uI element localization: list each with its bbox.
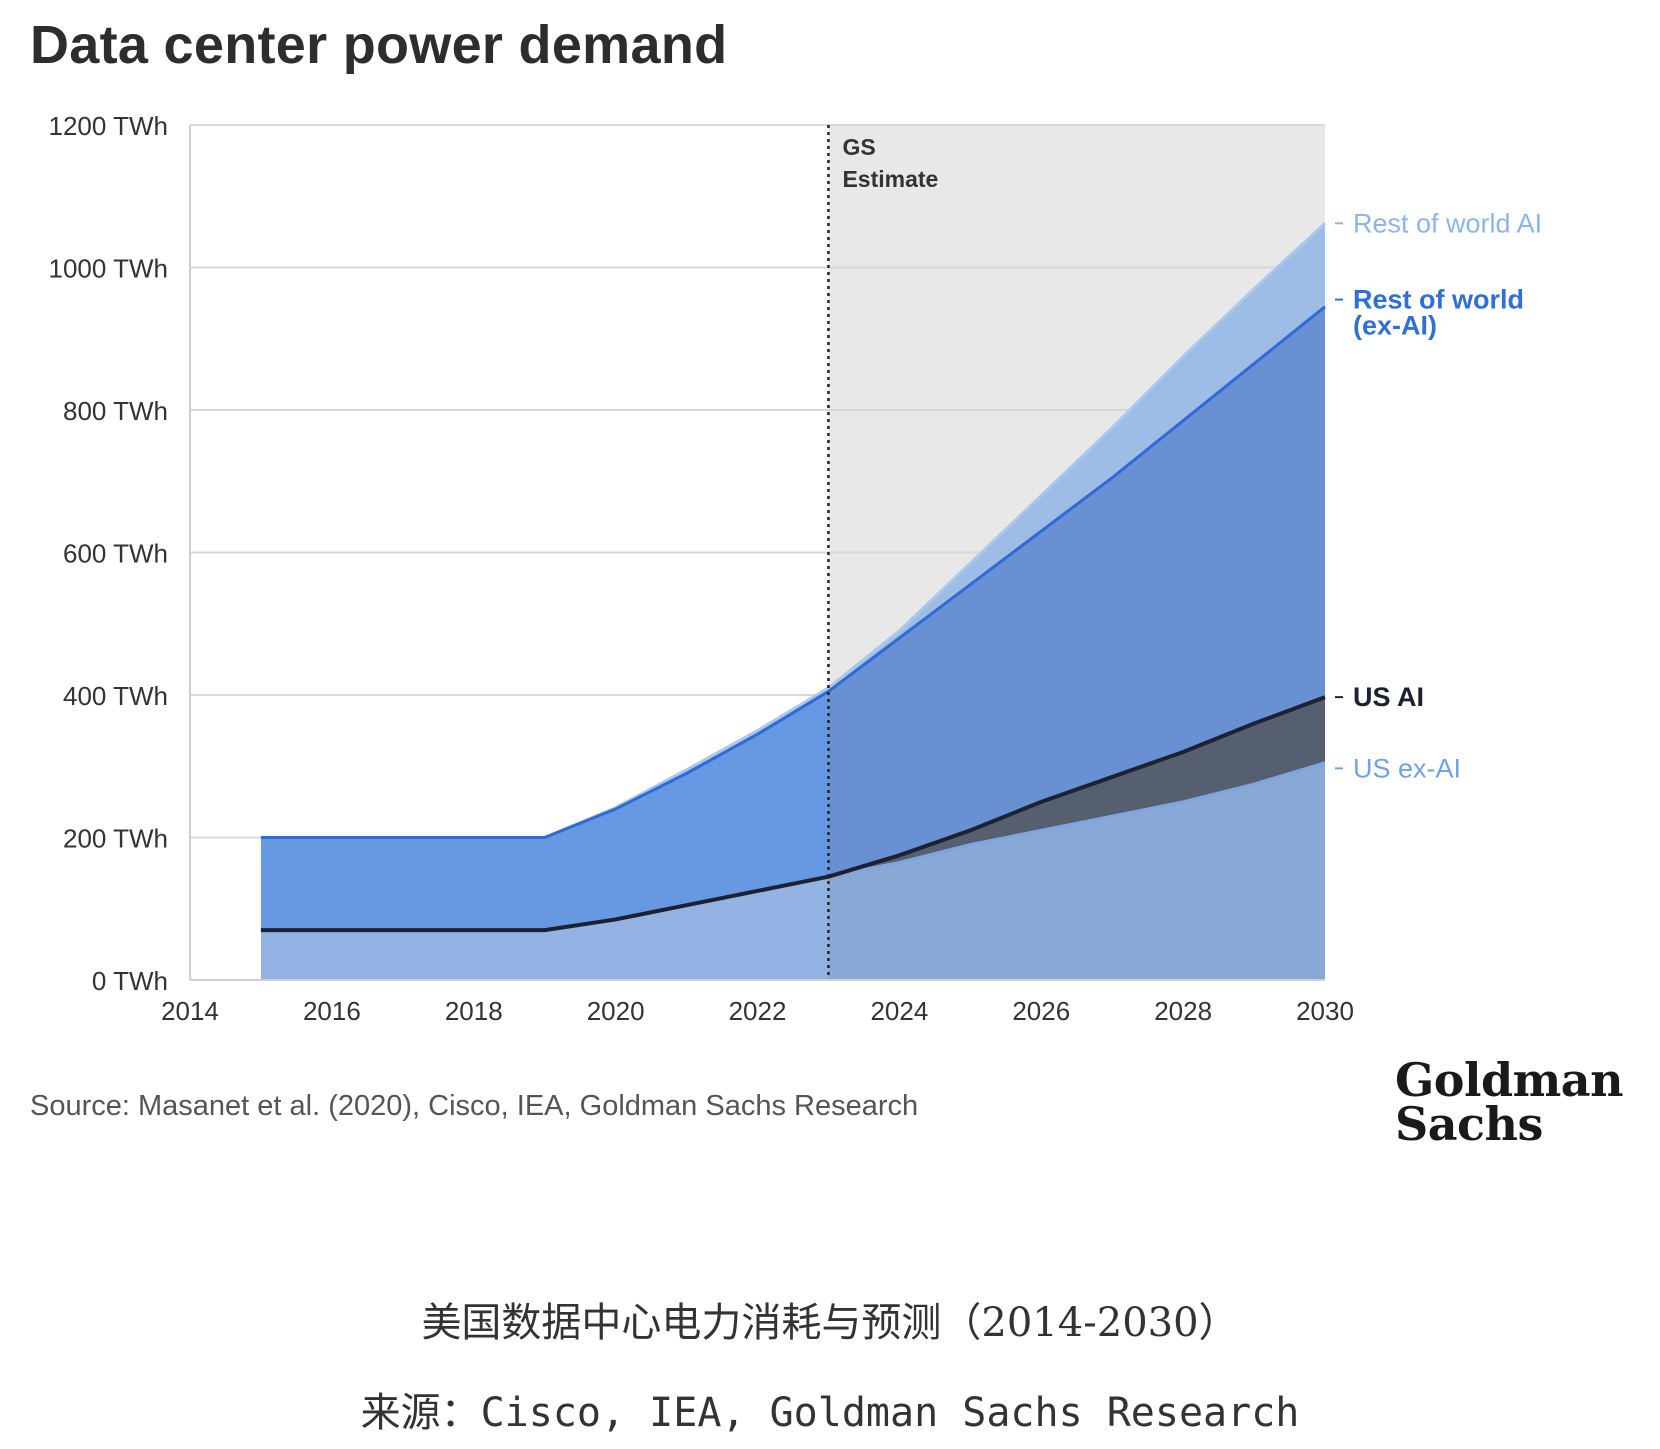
line-us-ai-top [260,695,1326,933]
y-tick-label: 200 TWh [63,824,168,854]
area-row-ex-ai-historical [260,691,829,931]
y-tick-label: 400 TWh [63,681,168,711]
x-tick-label: 2020 [587,996,645,1026]
caption-source: 来源：Cisco, IEA, Goldman Sachs Research [0,1380,1660,1438]
label-us-ai: US AI [1353,682,1424,712]
area-chart: 0 TWh 200 TWh 400 TWh 600 TWh 800 TWh 1000 TW… [49,111,1543,1026]
x-tick-label: 2026 [1012,996,1070,1026]
y-tick-label: 800 TWh [63,396,168,426]
x-tick-label: 2022 [729,996,787,1026]
estimate-label-estimate: Estimate [842,166,938,192]
x-tick-label: 2030 [1296,996,1354,1026]
area-us-ex-ai-historical [260,876,829,980]
caption-title: 美国数据中心电力消耗与预测（2014-2030） [421,1300,1239,1346]
logo-line-2: Sachs [1395,1097,1543,1151]
line-row-ex-ai-top [260,305,1326,839]
chart-title: Data center power demand [30,15,728,75]
x-tick-label: 2014 [161,996,219,1026]
x-tick-label: 2018 [445,996,503,1026]
area-us-ex-ai-estimate [828,762,1325,980]
estimate-label-gs: GS [842,134,875,160]
caption-source-text: Cisco, IEA, Goldman Sachs Research [480,1390,1300,1436]
label-rest-of-world-ex-ai: Rest of world [1353,285,1524,315]
area-us-ai [260,697,1325,931]
y-tick-label: 1200 TWh [49,111,168,141]
label-us-ex-ai: US ex-AI [1353,753,1461,783]
y-tick-label: 1000 TWh [49,254,168,284]
label-rest-of-world-ai: Rest of world AI [1353,208,1542,238]
area-row-ex-ai-estimate [828,306,1325,877]
source-note: Source: Masanet et al. (2020), Cisco, IE… [30,1090,919,1122]
caption-source-prefix: 来源： [360,1390,481,1436]
x-tick-label: 2028 [1154,996,1212,1026]
goldman-sachs-logo: Goldman Sachs [1395,1053,1624,1151]
y-tick-label: 0 TWh [92,966,168,996]
logo-line-1: Goldman [1395,1053,1624,1107]
y-tick-label: 600 TWh [63,539,168,569]
label-rest-of-world-ex-ai: (ex-AI) [1353,311,1437,341]
x-tick-label: 2024 [870,996,928,1026]
x-tick-label: 2016 [303,996,361,1026]
